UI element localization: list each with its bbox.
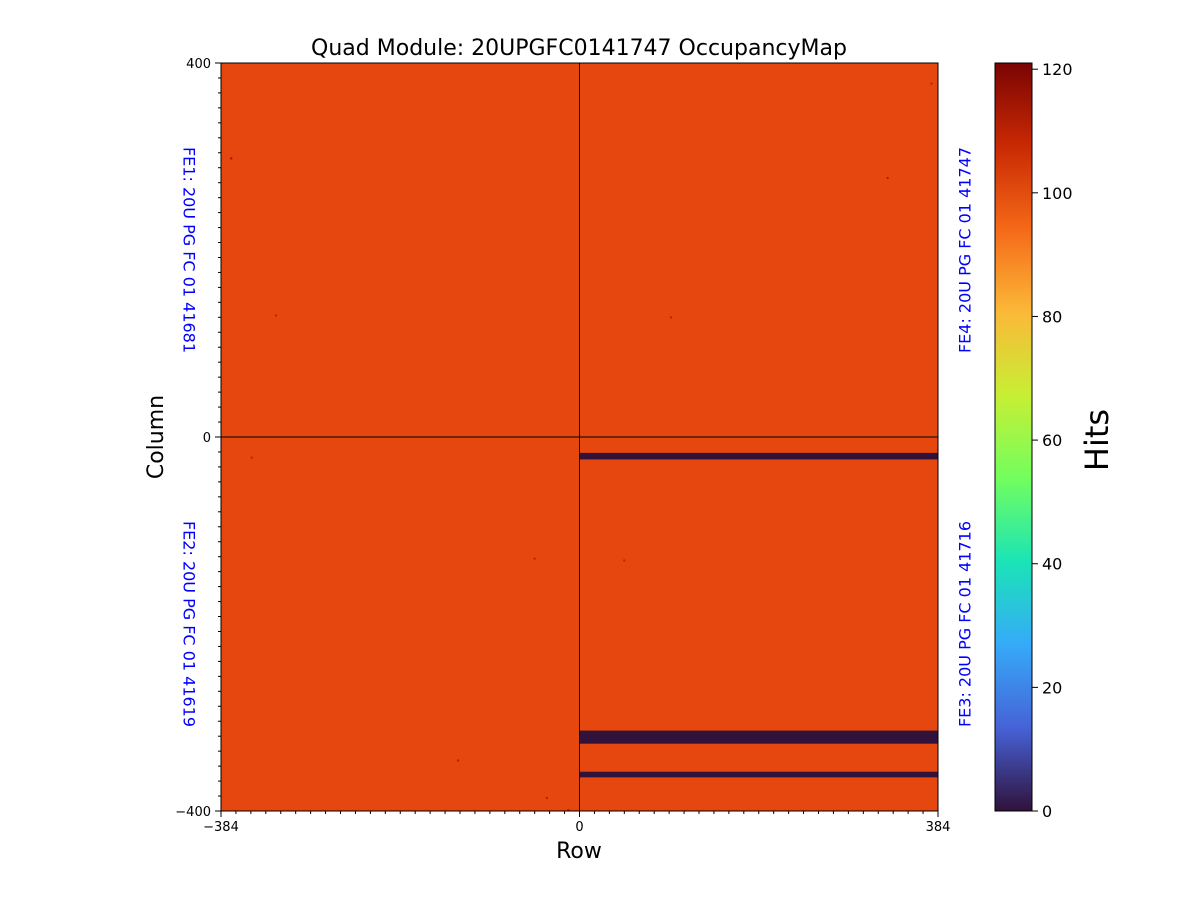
colorbar-label: Hits [1078, 409, 1116, 471]
quadrant-label-4: FE3: 20U PG FC 01 41716 [956, 521, 975, 727]
quadrant-label-3: FE2: 20U PG FC 01 41619 [180, 521, 199, 727]
hot-pixel-7 [623, 559, 626, 562]
quadrant-dividers [221, 63, 938, 811]
quadrant-cell-fe4 [579, 437, 938, 811]
colorbar-gradient [994, 62, 1033, 812]
x-tick-label: −384 [203, 820, 239, 835]
hot-pixel-9 [457, 759, 460, 762]
hot-pixel-6 [930, 82, 933, 85]
quadrant-cell-fe3 [221, 437, 580, 811]
colorbar-tick-label: 80 [1042, 307, 1062, 326]
hot-pixel-3 [250, 456, 253, 459]
quadrant-cell-fe2 [579, 63, 938, 437]
hot-pixel-5 [669, 316, 672, 319]
hot-pixel-11 [567, 809, 570, 812]
chart-title: Quad Module: 20UPGFC0141747 OccupancyMap [311, 36, 847, 61]
quadrant-label-1: FE1: 20U PG FC 01 41681 [180, 147, 199, 353]
y-tick-label: 400 [186, 57, 211, 72]
hot-pixel-1 [230, 157, 233, 160]
y-axis-label: Column [144, 395, 169, 479]
hot-pixel-10 [545, 796, 548, 799]
dead-band-1 [579, 452, 938, 460]
quadrant-label-2: FE4: 20U PG FC 01 41747 [956, 147, 975, 353]
quadrant-labels: FE1: 20U PG FC 01 41681 FE4: 20U PG FC 01… [180, 147, 975, 727]
dead-band-3 [579, 771, 938, 778]
y-tick-label: 0 [203, 431, 211, 446]
hot-pixel-2 [275, 314, 278, 317]
y-tick-label: −400 [175, 805, 211, 820]
colorbar-tick-label: 120 [1042, 60, 1073, 79]
colorbar-tick-label: 100 [1042, 184, 1073, 203]
colorbar: 0 20 40 60 80 100 120 [994, 60, 1073, 821]
colorbar-tick-label: 0 [1042, 802, 1052, 821]
colorbar-tick-label: 40 [1042, 555, 1062, 574]
colorbar-tick-label: 20 [1042, 678, 1062, 697]
dead-band-2 [579, 730, 938, 744]
hot-pixel-8 [533, 557, 536, 560]
colorbar-tick-label: 60 [1042, 431, 1062, 450]
hot-pixel-layer [230, 82, 933, 812]
x-axis-label: Row [556, 839, 602, 864]
x-tick-label: 384 [926, 820, 951, 835]
hot-pixel-4 [886, 177, 889, 180]
plot-area [221, 63, 938, 811]
axes: −384 0 384 400 0 −400 [175, 57, 950, 835]
x-tick-label: 0 [575, 820, 583, 835]
quadrant-cell-fe1 [221, 63, 580, 437]
